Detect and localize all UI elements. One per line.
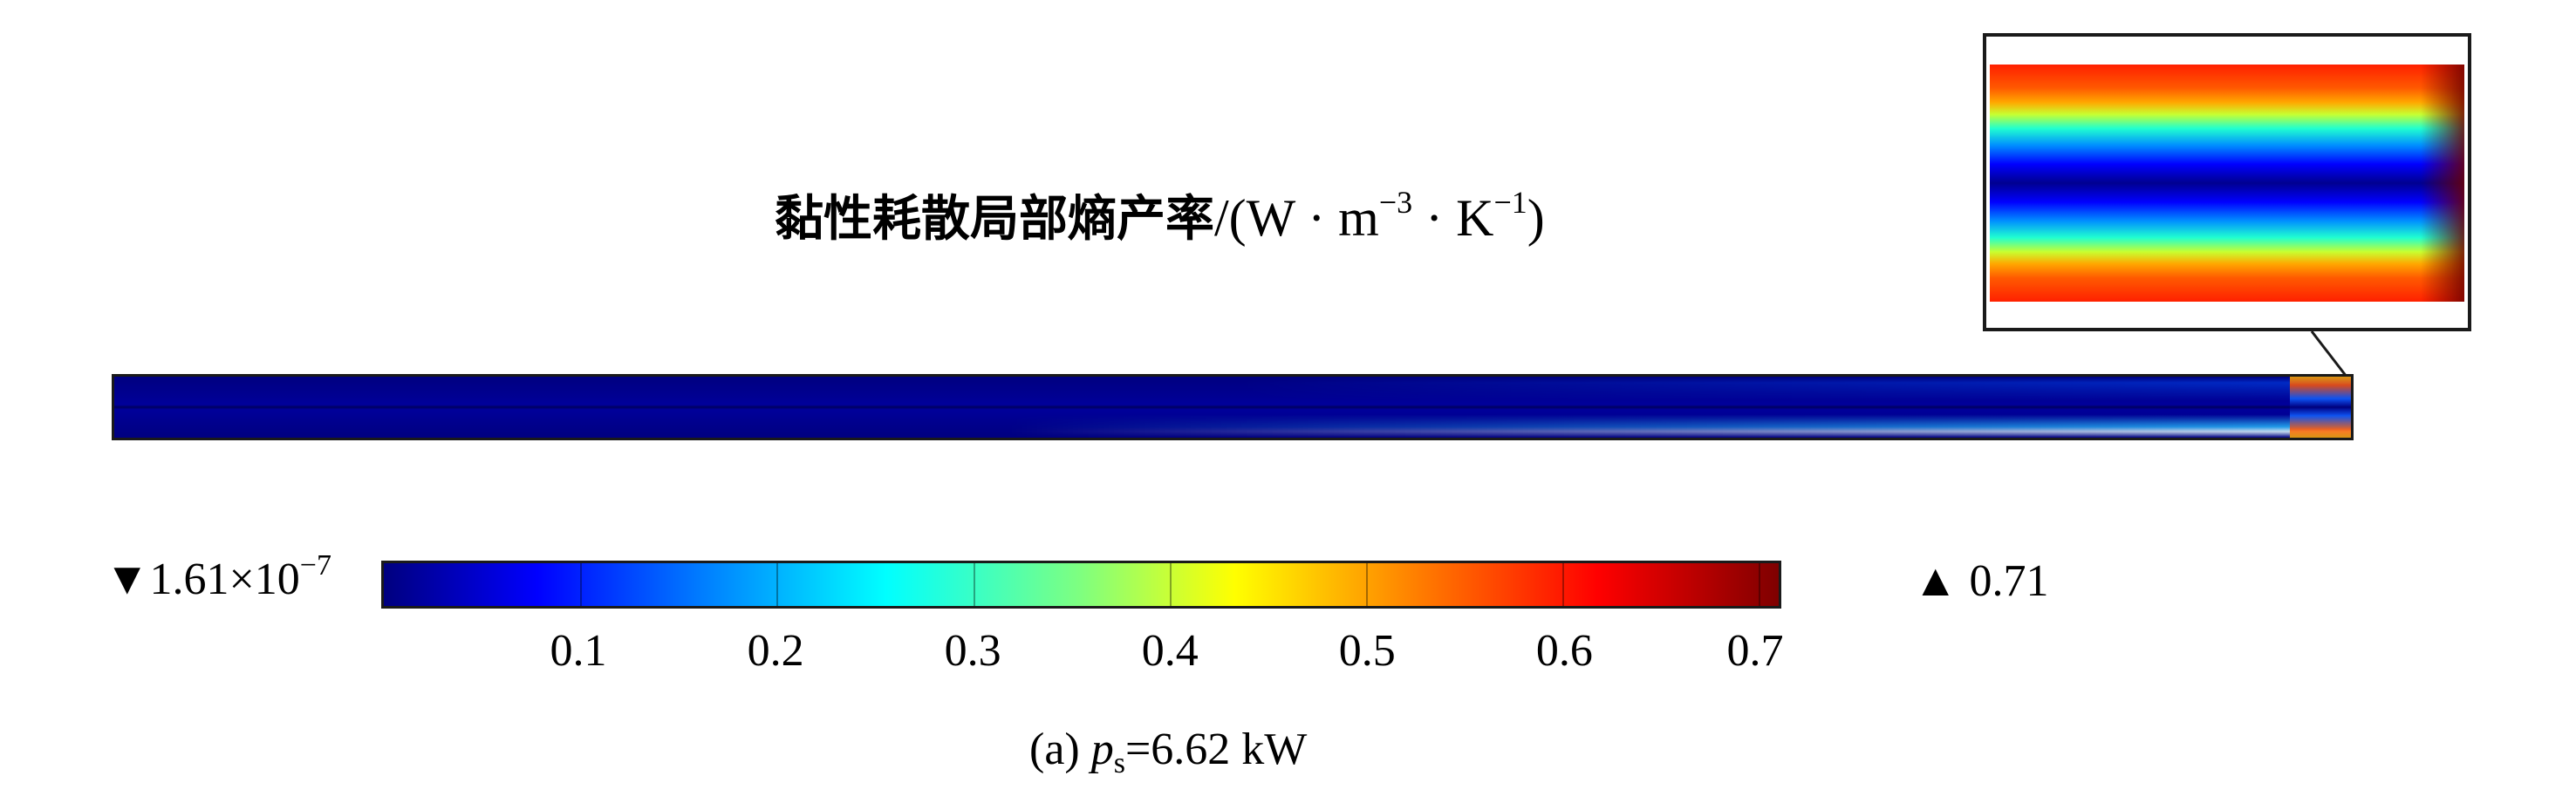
caption-rest: =6.62 kW (1124, 725, 1308, 774)
caption-subscript: s (1113, 747, 1125, 779)
colorbar-max-label: ▲ 0.71 (1913, 551, 2048, 612)
zoom-inset (1983, 33, 2471, 331)
min-marker-icon: ▼ (105, 555, 150, 604)
plot-title: 黏性耗散局部熵产率/(W · m−3 · K−1) (775, 170, 1778, 266)
max-value: 0.71 (1969, 556, 2049, 606)
title-unit-mid: · K (1412, 189, 1494, 247)
min-exponent: −7 (299, 549, 331, 582)
colorbar-tick-label: 0.5 (1338, 626, 1396, 676)
colorbar-tick-label: 0.6 (1535, 626, 1593, 676)
zoom-inset-edge (2421, 65, 2464, 302)
colorbar-tick-mark (1169, 563, 1172, 606)
title-unit-prefix: /(W · m (1214, 189, 1379, 247)
max-marker-icon: ▲ (1913, 556, 1958, 606)
field-outlet-tip (2290, 377, 2351, 438)
colorbar-tick-mark (1562, 563, 1565, 606)
colorbar-tick-mark (580, 563, 583, 606)
min-value: 1.61×10 (149, 555, 300, 604)
caption-variable: p (1090, 725, 1114, 774)
figure-caption: (a) ps=6.62 kW (1029, 715, 1553, 785)
title-unit-suffix: ) (1527, 189, 1545, 247)
entropy-field-plot (112, 374, 2354, 440)
colorbar-tick-mark (1759, 563, 1761, 606)
zoom-inset-field (1990, 65, 2464, 302)
colorbar-tick-label: 0.2 (747, 626, 804, 676)
colorbar-min-label: ▼1.61×10−7 (105, 549, 331, 610)
title-exp-1: −3 (1378, 185, 1413, 220)
colorbar-tick-label: 0.7 (1726, 626, 1784, 676)
field-lower-band (114, 377, 2351, 438)
colorbar-tick-mark (776, 563, 779, 606)
colorbar-tick-mark (973, 563, 975, 606)
colorbar-tick-label: 0.1 (550, 626, 607, 676)
title-chinese: 黏性耗散局部熵产率 (775, 191, 1214, 248)
colorbar (381, 561, 1781, 609)
caption-prefix: (a) (1029, 725, 1091, 774)
colorbar-tick-mark (1366, 563, 1369, 606)
title-exp-2: −1 (1493, 185, 1527, 220)
colorbar-tick-label: 0.3 (944, 626, 1001, 676)
colorbar-tick-label: 0.4 (1141, 626, 1199, 676)
